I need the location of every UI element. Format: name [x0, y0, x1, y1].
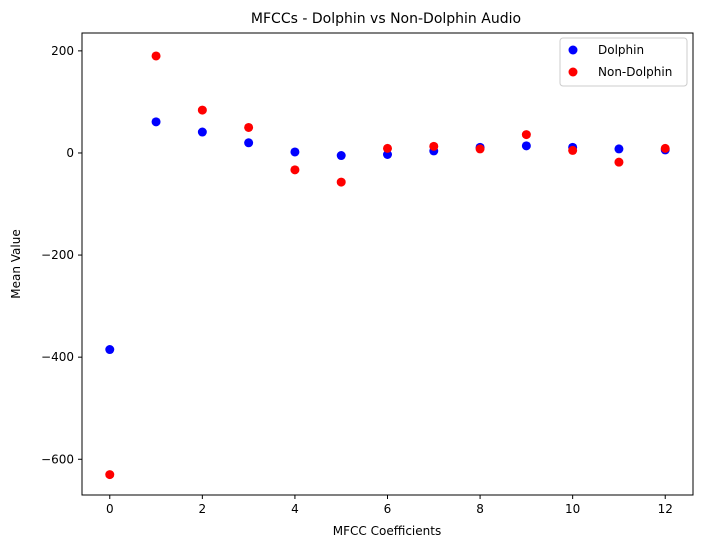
point-dolphin — [151, 117, 161, 127]
point-non-dolphin — [429, 141, 439, 151]
legend: Dolphin Non-Dolphin — [559, 37, 688, 87]
x-tick-label: 0 — [106, 502, 114, 516]
point-non-dolphin — [475, 144, 485, 154]
y-tick-label: 0 — [66, 146, 74, 160]
point-non-dolphin — [290, 165, 300, 175]
x-tick-label: 6 — [384, 502, 392, 516]
point-non-dolphin — [521, 130, 531, 140]
point-non-dolphin — [660, 143, 670, 153]
legend-label-non-dolphin: Non-Dolphin — [598, 65, 672, 79]
chart-title: MFCCs - Dolphin vs Non-Dolphin Audio — [251, 11, 521, 27]
legend-label-dolphin: Dolphin — [598, 43, 644, 57]
point-non-dolphin — [105, 470, 115, 480]
point-dolphin — [290, 147, 300, 157]
data-points — [105, 51, 670, 480]
y-tick-label: −400 — [41, 350, 74, 364]
x-tick-label: 12 — [658, 502, 673, 516]
point-non-dolphin — [151, 51, 161, 61]
x-axis-title: MFCC Coefficients — [333, 524, 441, 538]
legend-marker-non-dolphin — [568, 67, 578, 77]
point-non-dolphin — [568, 145, 578, 155]
point-dolphin — [521, 141, 531, 151]
plot-area: 0 2 4 6 8 10 12 200 0 −200 −400 −600 — [41, 32, 694, 516]
x-axis: 0 2 4 6 8 10 12 — [106, 495, 673, 516]
x-tick-label: 10 — [565, 502, 580, 516]
point-non-dolphin — [614, 157, 624, 167]
legend-frame — [559, 37, 688, 87]
y-axis-title: Mean Value — [9, 229, 23, 298]
plot-frame — [81, 32, 694, 496]
y-tick-label: −600 — [41, 452, 74, 466]
point-dolphin — [244, 138, 254, 148]
legend-marker-dolphin — [568, 45, 578, 55]
point-dolphin — [336, 151, 346, 161]
point-non-dolphin — [244, 122, 254, 132]
x-tick-label: 8 — [476, 502, 484, 516]
point-non-dolphin — [197, 105, 207, 115]
point-dolphin — [105, 345, 115, 355]
point-dolphin — [614, 144, 624, 154]
y-tick-label: −200 — [41, 248, 74, 262]
x-tick-label: 4 — [291, 502, 299, 516]
point-non-dolphin — [383, 143, 392, 153]
y-tick-label: 200 — [51, 44, 74, 58]
x-tick-label: 2 — [199, 502, 207, 516]
y-axis: 200 0 −200 −400 −600 — [41, 44, 82, 466]
point-non-dolphin — [336, 177, 346, 187]
point-dolphin — [197, 127, 207, 137]
